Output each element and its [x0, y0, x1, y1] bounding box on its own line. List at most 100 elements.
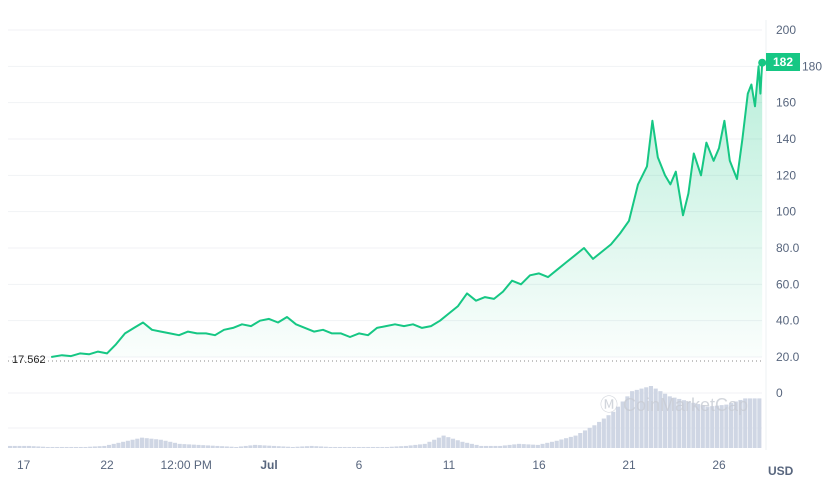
volume-bar	[158, 439, 163, 448]
volume-bar	[644, 387, 649, 448]
volume-bar	[724, 404, 729, 448]
volume-bar	[394, 446, 399, 448]
volume-bar	[177, 443, 182, 448]
volume-bar	[323, 446, 328, 448]
volume-bar	[304, 446, 309, 448]
volume-bar	[215, 445, 220, 448]
volume-bar	[686, 401, 691, 448]
volume-bar	[111, 443, 116, 448]
volume-bar	[582, 430, 588, 448]
volume-bar	[512, 444, 517, 448]
volume-bar	[545, 442, 550, 448]
volume-bar	[691, 402, 696, 448]
volume-bar	[144, 438, 149, 448]
x-tick-label: 16	[532, 458, 546, 472]
volume-bar	[182, 444, 187, 448]
volume-bar	[253, 444, 258, 448]
volume-bar	[436, 437, 441, 448]
volume-bar	[31, 446, 36, 448]
watermark-logo: Ⓜ CoinMarketCap	[600, 395, 749, 415]
y-tick-label: 160	[776, 96, 796, 110]
volume-bar	[625, 396, 630, 448]
volume-bar	[40, 446, 46, 448]
volume-bar	[22, 445, 27, 448]
volume-bar	[69, 446, 74, 448]
volume-bar	[356, 446, 361, 448]
volume-bar	[389, 446, 394, 448]
volume-bar	[191, 444, 196, 448]
volume-bar	[55, 446, 60, 448]
volume-bar	[441, 435, 446, 448]
volume-bar	[314, 446, 319, 448]
volume-bar	[210, 445, 215, 448]
volume-bar	[276, 446, 281, 448]
volume-bar	[168, 441, 173, 448]
volume-bar	[125, 440, 130, 448]
volume-bar	[201, 445, 206, 448]
current-price-badge: 182	[766, 53, 800, 71]
volume-bar	[648, 386, 654, 448]
y-tick-label: 200	[776, 23, 796, 37]
volume-bar	[597, 421, 602, 448]
volume-bar	[64, 446, 69, 448]
volume-bar	[658, 391, 663, 448]
volume-bar	[380, 446, 385, 448]
volume-bar	[719, 405, 724, 448]
volume-bar	[45, 446, 50, 448]
volume-bar	[417, 444, 423, 448]
volume-bar	[238, 446, 244, 448]
volume-bar	[139, 437, 145, 448]
volume-bar	[286, 446, 291, 448]
volume-bar	[370, 446, 375, 448]
volume-bar	[450, 438, 456, 448]
volume-bar	[488, 445, 493, 448]
volume-bar	[653, 388, 658, 448]
volume-bar	[672, 397, 677, 448]
volume-bar	[375, 446, 380, 448]
volume-bar	[479, 445, 484, 448]
volume-bar	[149, 438, 154, 448]
volume-bar	[319, 446, 324, 448]
volume-bar	[738, 399, 743, 448]
volume-bar	[446, 437, 451, 448]
volume-bar	[248, 445, 253, 448]
volume-bar	[172, 442, 178, 448]
volume-bar	[507, 444, 512, 448]
volume-bar	[465, 442, 470, 448]
volume-bar	[601, 418, 606, 448]
volume-bar	[17, 445, 22, 448]
volume-bar	[696, 404, 701, 448]
volume-bar	[262, 445, 267, 448]
volume-bar	[342, 446, 347, 448]
volume-bar	[399, 446, 404, 448]
volume-bar	[432, 439, 437, 448]
volume-bar	[606, 415, 611, 448]
volume-bar	[116, 442, 121, 448]
x-tick-label: 21	[622, 458, 636, 472]
volume-bar	[205, 445, 211, 448]
volume-bar	[677, 398, 682, 448]
volume-bar	[135, 438, 140, 448]
volume-bar	[493, 445, 498, 448]
volume-bar	[587, 427, 592, 448]
volume-bar	[361, 446, 366, 448]
volume-bar	[50, 446, 55, 448]
volume-bar	[710, 406, 715, 448]
volume-bar	[531, 444, 536, 448]
volume-bar	[413, 444, 418, 448]
volume-bar	[469, 443, 474, 448]
volume-bar	[73, 446, 79, 448]
price-line	[51, 62, 764, 358]
volume-bar	[163, 440, 168, 448]
volume-bar	[8, 445, 13, 448]
volume-bar	[667, 396, 672, 448]
volume-bar	[554, 440, 559, 448]
volume-bar	[271, 445, 277, 448]
volume-bar	[460, 441, 465, 448]
volume-bar	[578, 433, 583, 448]
volume-bar	[347, 446, 352, 448]
volume-bar	[267, 445, 272, 448]
volume-bar	[747, 398, 752, 448]
